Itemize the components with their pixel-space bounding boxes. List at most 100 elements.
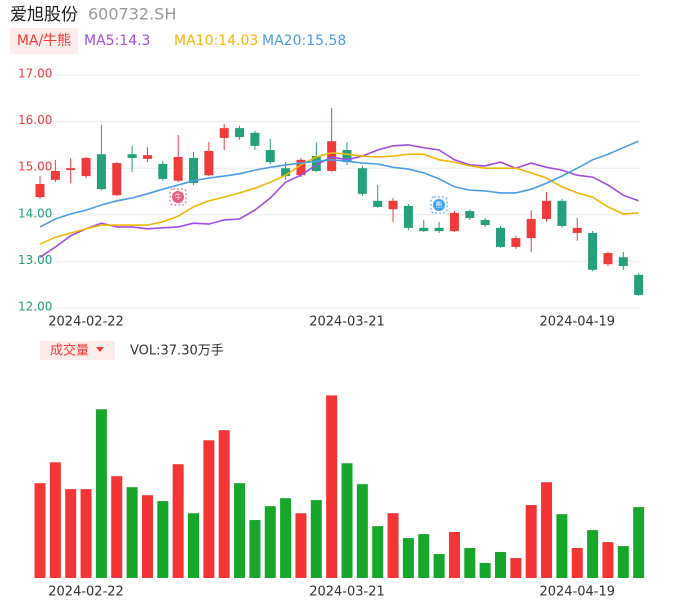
volume-bar bbox=[172, 464, 184, 578]
volume-bar bbox=[571, 547, 583, 578]
volume-bar bbox=[141, 495, 153, 578]
candle-body bbox=[526, 218, 536, 239]
volume-bar bbox=[495, 551, 506, 578]
ma-line bbox=[39, 144, 639, 258]
candle-body bbox=[50, 170, 60, 180]
x-tick-label: 2024-04-19 bbox=[539, 315, 615, 330]
y-tick-label: 16.00 bbox=[18, 113, 52, 127]
volume-bar bbox=[126, 487, 138, 578]
volume-bar bbox=[310, 500, 322, 578]
y-tick-label: 17.00 bbox=[18, 67, 52, 81]
volume-bar bbox=[448, 532, 460, 578]
bull-marker: 牛 bbox=[169, 188, 187, 206]
candle-body bbox=[480, 219, 490, 226]
legend-button-label: MA/牛熊 bbox=[17, 33, 71, 49]
candle-body bbox=[311, 156, 321, 171]
candle-body bbox=[173, 157, 183, 181]
volume-bar bbox=[234, 483, 246, 578]
candle-body bbox=[296, 159, 306, 176]
dropdown-arrow bbox=[96, 347, 104, 352]
candle-body bbox=[327, 141, 337, 171]
bear-marker: 熊 bbox=[430, 196, 448, 214]
candle-body bbox=[112, 163, 122, 196]
volume-bar bbox=[479, 562, 491, 578]
bear-label: 熊 bbox=[436, 200, 443, 209]
volume-bar bbox=[356, 484, 368, 578]
x-tick-label: 2024-02-22 bbox=[48, 585, 124, 600]
volume-bar bbox=[218, 430, 230, 578]
volume-bar bbox=[280, 498, 292, 578]
candle-body bbox=[250, 132, 260, 146]
legend-entry: MA5:14.3 bbox=[84, 33, 150, 49]
volume-bar bbox=[95, 409, 107, 578]
candle-body bbox=[465, 211, 475, 219]
volume-bar bbox=[65, 489, 77, 578]
x-tick-label: 2024-03-21 bbox=[309, 315, 385, 330]
candle-body bbox=[158, 164, 168, 179]
volume-bar bbox=[510, 558, 522, 578]
candle-body bbox=[235, 128, 245, 137]
volume-bar bbox=[188, 513, 199, 578]
candle-body bbox=[511, 238, 521, 247]
y-tick-label: 14.00 bbox=[18, 206, 52, 220]
candle-body bbox=[496, 227, 505, 247]
volume-bar bbox=[387, 513, 399, 578]
volume-bar bbox=[249, 520, 261, 578]
candle-body bbox=[342, 150, 352, 163]
candle-body bbox=[189, 157, 198, 184]
volume-bar bbox=[433, 554, 445, 578]
candle-body bbox=[588, 232, 598, 270]
candle-body bbox=[572, 227, 582, 233]
volume-bar bbox=[34, 483, 46, 578]
volume-value: VOL:37.30万手 bbox=[130, 344, 224, 359]
y-tick-label: 12.00 bbox=[18, 300, 52, 314]
candle-body bbox=[96, 154, 106, 190]
ma-line bbox=[39, 151, 639, 245]
volume-bar bbox=[80, 489, 92, 578]
candle-body bbox=[373, 200, 383, 207]
candle-body bbox=[419, 227, 429, 232]
volume-bar bbox=[295, 513, 307, 578]
candle-body bbox=[127, 154, 137, 158]
volume-button[interactable] bbox=[40, 341, 115, 360]
volume-bar bbox=[556, 514, 568, 578]
volume-bar bbox=[341, 463, 353, 578]
volume-bar bbox=[402, 538, 414, 578]
volume-bar bbox=[525, 505, 537, 578]
volume-bar bbox=[326, 395, 338, 578]
x-tick-label: 2024-02-22 bbox=[48, 315, 124, 330]
volume-bar bbox=[203, 440, 215, 578]
legend-button[interactable] bbox=[10, 28, 78, 54]
candle-body bbox=[35, 184, 45, 198]
candle-body bbox=[449, 212, 459, 232]
candle-body bbox=[557, 200, 567, 226]
volume-bar bbox=[111, 476, 123, 578]
candle-body bbox=[66, 168, 76, 171]
volume-button-label: 成交量 bbox=[50, 343, 89, 359]
legend-entry: MA20:15.58 bbox=[262, 33, 346, 49]
candle-body bbox=[265, 150, 275, 163]
volume-bar bbox=[602, 542, 614, 578]
candle-body bbox=[634, 274, 644, 295]
x-tick-label: 2024-03-21 bbox=[309, 585, 385, 600]
candle-body bbox=[81, 157, 91, 177]
candle-body bbox=[603, 253, 613, 265]
volume-bar bbox=[264, 506, 276, 578]
volume-bar bbox=[633, 507, 645, 578]
candle-body bbox=[618, 257, 628, 267]
candle-body bbox=[281, 168, 291, 177]
candle-body bbox=[434, 227, 444, 232]
y-tick-label: 13.00 bbox=[18, 253, 52, 267]
candle-body bbox=[357, 168, 367, 194]
volume-bar bbox=[49, 462, 61, 578]
candle-body bbox=[142, 155, 152, 159]
volume-bar bbox=[541, 482, 553, 578]
legend-entry: MA10:14.03 bbox=[174, 33, 258, 49]
volume-bar bbox=[372, 526, 384, 578]
volume-bar bbox=[464, 547, 476, 578]
volume-bar bbox=[157, 501, 169, 578]
volume-plot: 2024-02-22 2024-03-21 2024-04-19 bbox=[34, 395, 645, 600]
bull-label: 牛 bbox=[175, 192, 182, 201]
ma-legend: MA5:14.3 MA10:14.03 MA20:15.58 bbox=[84, 33, 346, 49]
